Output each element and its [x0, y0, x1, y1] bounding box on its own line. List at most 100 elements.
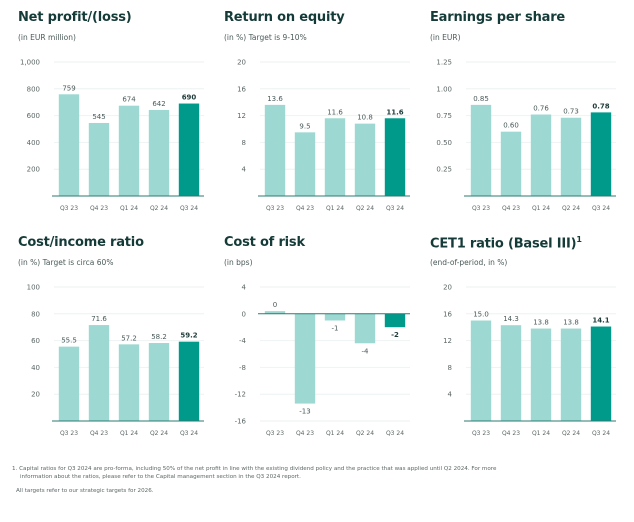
- data-label: 14.3: [503, 315, 519, 323]
- x-tick-label: Q3 23: [266, 205, 284, 212]
- data-label: -4: [362, 347, 370, 355]
- bar-q1-24: [118, 344, 140, 421]
- x-tick-label: Q4 23: [90, 205, 108, 212]
- x-tick-label: Q2 24: [356, 205, 374, 212]
- data-label: 57.2: [121, 334, 137, 342]
- x-tick-label: Q2 24: [150, 430, 168, 437]
- x-tick-label: Q1 24: [120, 430, 138, 437]
- data-label: 674: [122, 96, 136, 104]
- chart-title: Earnings per share: [430, 10, 566, 25]
- data-label: 14.1: [592, 317, 609, 325]
- chart-subtitle: (in EUR): [430, 33, 461, 42]
- bar-q3-23: [264, 104, 286, 196]
- data-label: 642: [152, 100, 165, 108]
- chart-panel-cet1-ratio: CET1 ratio (Basel III)1 (end-of-period, …: [430, 225, 630, 440]
- y-tick-label: 20: [31, 391, 40, 399]
- data-label: 59.2: [180, 332, 197, 340]
- data-label: 13.8: [563, 319, 579, 327]
- data-label: 10.8: [357, 114, 373, 122]
- chart-title: Cost of risk: [224, 235, 305, 250]
- x-tick-label: Q3 23: [266, 430, 284, 437]
- data-label: 0.78: [592, 102, 609, 110]
- y-tick-label: 8: [448, 364, 452, 372]
- earnings-per-share-chart: 0.25 0.50 0.75 1.00 1.25 0.85 Q3 23 0.60 Q4 23 0.…: [436, 59, 616, 212]
- chart-title: Cost/income ratio: [18, 235, 144, 250]
- chart-subtitle: (in %) Target is 9-10%: [224, 33, 307, 42]
- bar-q4-23: [88, 325, 110, 421]
- data-label: 15.0: [473, 311, 489, 319]
- y-tick-label: 200: [27, 166, 40, 174]
- y-tick-label: 1,000: [20, 59, 40, 67]
- x-tick-label: Q1 24: [326, 430, 344, 437]
- y-tick-label: 80: [31, 310, 40, 318]
- x-tick-label: Q2 24: [150, 205, 168, 212]
- bar-q3-23: [58, 346, 80, 421]
- y-tick-label: -8: [239, 364, 246, 372]
- x-tick-label: Q1 24: [120, 205, 138, 212]
- chart-title: Return on equity: [224, 10, 345, 25]
- bar-q2-24: [560, 117, 582, 196]
- y-tick-label: 16: [237, 85, 246, 93]
- chart-panel-cost-income-ratio: Cost/income ratio (in %) Target is circa…: [18, 225, 218, 440]
- chart-title: CET1 ratio (Basel III)1: [430, 235, 582, 252]
- y-tick-label: 800: [27, 85, 40, 93]
- data-label: 11.6: [386, 108, 403, 116]
- bar-q2-24: [560, 328, 582, 421]
- y-tick-label: 4: [242, 284, 247, 292]
- y-tick-label: 4: [448, 391, 453, 399]
- y-tick-label: 16: [443, 310, 452, 318]
- y-tick-label: 60: [31, 337, 40, 345]
- y-tick-label: 20: [237, 59, 246, 67]
- chart-subtitle: (in %) Target is circa 60%: [18, 258, 114, 267]
- bar-q3-24: [178, 341, 200, 421]
- bar-q4-23: [294, 132, 316, 196]
- bar-q3-24: [178, 103, 200, 196]
- data-label: 55.5: [61, 337, 77, 345]
- y-tick-label: 12: [237, 112, 246, 120]
- x-tick-label: Q4 23: [502, 205, 520, 212]
- x-tick-label: Q2 24: [562, 205, 580, 212]
- data-label: 11.6: [327, 108, 343, 116]
- data-label: 71.6: [91, 315, 107, 323]
- y-tick-label: -12: [235, 391, 246, 399]
- data-label: 13.8: [533, 319, 549, 327]
- y-tick-label: 100: [27, 284, 40, 292]
- chart-subtitle: (in EUR million): [18, 33, 76, 42]
- data-label: 0.76: [533, 105, 549, 113]
- chart-panel-return-on-equity: Return on equity (in %) Target is 9-10% …: [224, 0, 424, 215]
- bar-q3-24: [590, 112, 612, 196]
- bar-q1-24: [530, 328, 552, 421]
- bar-q4-23: [88, 122, 110, 196]
- footnote-marker: 1: [576, 235, 582, 244]
- bar-q3-23: [470, 104, 492, 196]
- data-label: 0: [273, 301, 277, 309]
- x-tick-label: Q1 24: [532, 430, 550, 437]
- data-label: -13: [299, 408, 310, 416]
- bar-q3-24: [590, 326, 612, 421]
- bar-q1-24: [118, 105, 140, 196]
- bar-q1-24: [324, 313, 346, 321]
- x-tick-label: Q2 24: [356, 430, 374, 437]
- y-tick-label: 0.25: [436, 166, 452, 174]
- bar-q2-24: [148, 343, 170, 421]
- y-tick-label: 0.50: [436, 139, 452, 147]
- y-tick-label: 0: [242, 310, 246, 318]
- y-tick-label: 1.00: [436, 85, 452, 93]
- x-tick-label: Q4 23: [296, 205, 314, 212]
- bar-q2-24: [354, 313, 376, 344]
- x-tick-label: Q3 24: [386, 430, 404, 437]
- x-tick-label: Q4 23: [502, 430, 520, 437]
- x-tick-label: Q4 23: [296, 430, 314, 437]
- y-tick-label: 400: [27, 139, 40, 147]
- x-tick-label: Q1 24: [326, 205, 344, 212]
- x-tick-label: Q3 24: [180, 430, 198, 437]
- chart-subtitle: (end-of-period, in %): [430, 258, 508, 267]
- bar-q2-24: [148, 109, 170, 196]
- x-tick-label: Q3 23: [60, 430, 78, 437]
- return-on-equity-chart: 4 8 12 16 20 13.6 Q3 23 9.5 Q4 23 11.6 Q1 24 10.8 Q2…: [237, 59, 410, 212]
- x-tick-label: Q4 23: [90, 430, 108, 437]
- data-label: 0.60: [503, 122, 519, 130]
- bar-q1-24: [530, 114, 552, 196]
- chart-panel-earnings-per-share: Earnings per share (in EUR) 0.25 0.50 0.75…: [430, 0, 630, 215]
- bar-q4-23: [500, 131, 522, 196]
